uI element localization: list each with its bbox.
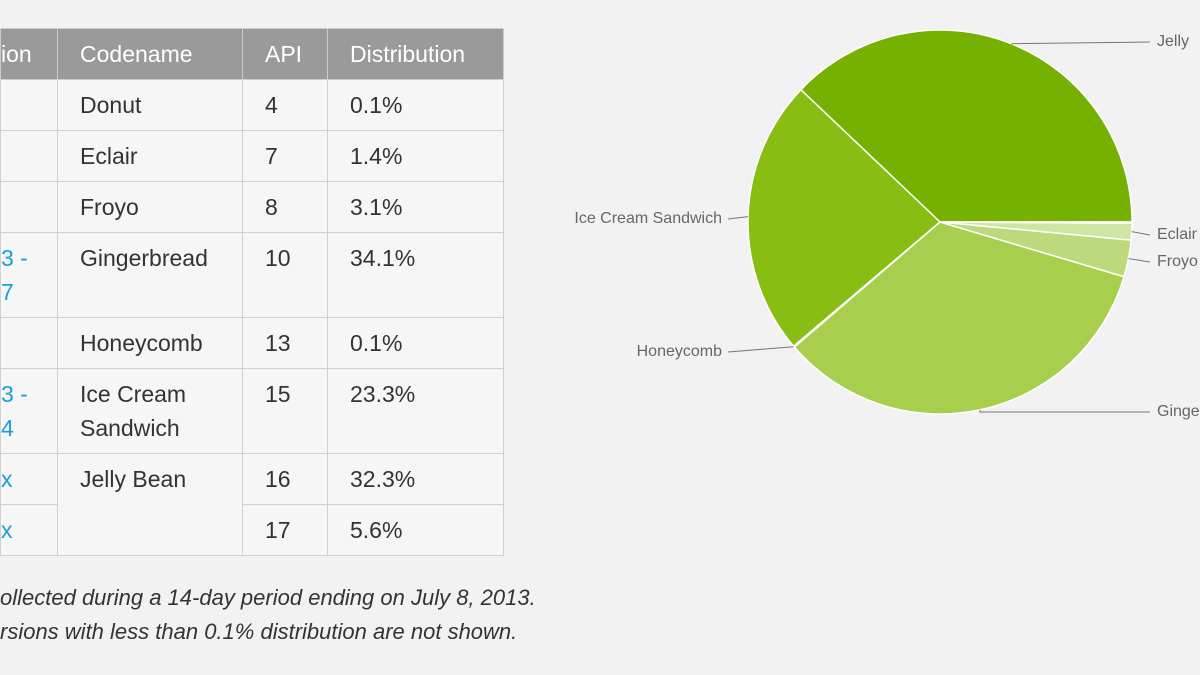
pie-slice: [747, 88, 942, 348]
table-row: 3 - 4 Ice Cream Sandwich 15 23.3%: [0, 368, 504, 454]
version-link[interactable]: x: [0, 504, 58, 556]
table-cell: 5.6%: [327, 504, 504, 556]
version-link[interactable]: 3 - 4: [0, 368, 58, 454]
slice-label: Honeycomb: [637, 343, 722, 360]
table-cell: 3.1%: [327, 181, 504, 233]
table-row: x Jelly Bean 16 32.3%: [0, 453, 504, 556]
leader-line: [1128, 258, 1151, 263]
footnote: ollected during a 14-day period ending o…: [0, 585, 536, 610]
table-row: Eclair 7 1.4%: [0, 130, 504, 182]
table-header: ion Codename API Distribution: [0, 28, 504, 80]
distribution-table: ion Codename API Distribution Donut 4 0.1% Ecl…: [0, 28, 504, 556]
table-row: 3 - 7 Gingerbread 10 34.1%: [0, 232, 504, 318]
slice-label: Eclair: [1157, 226, 1198, 243]
table-cell: 23.3%: [327, 368, 504, 454]
slice-label: Jelly: [1157, 33, 1189, 50]
footnote: rsions with less than 0.1% distribution …: [0, 619, 518, 644]
column-header: Codename: [57, 28, 243, 80]
leader-line: [727, 346, 795, 353]
table-cell: 16: [242, 453, 328, 505]
table-cell: Gingerbread: [57, 232, 243, 318]
table-cell: Eclair: [57, 130, 243, 182]
slice-label: Ice Cream Sandwich: [574, 210, 722, 227]
version-link[interactable]: 3 - 7: [0, 232, 58, 318]
table-cell: Honeycomb: [57, 317, 243, 369]
table-cell: 15: [242, 368, 328, 454]
table-cell: 32.3%: [327, 453, 504, 505]
version-link: [0, 130, 58, 182]
table-cell: Froyo: [57, 181, 243, 233]
table-row: x 17 5.6%: [0, 504, 504, 556]
column-header: Distribution: [327, 28, 504, 80]
table-row: Donut 4 0.1%: [0, 79, 504, 131]
slice-label: Ginge: [1157, 403, 1200, 420]
table-cell: 7: [242, 130, 328, 182]
table-cell: 0.1%: [327, 79, 504, 131]
table-cell: 17: [242, 504, 328, 556]
leader-line: [727, 216, 749, 220]
table-row: Honeycomb 13 0.1%: [0, 317, 504, 369]
table-cell: 0.1%: [327, 317, 504, 369]
table-cell: Donut: [57, 79, 243, 131]
table-cell: 13: [242, 317, 328, 369]
pie-slice: [939, 221, 1133, 224]
table-row: Froyo 8 3.1%: [0, 181, 504, 233]
leader-line: [1011, 41, 1151, 45]
table-cell: Jelly Bean: [57, 453, 243, 556]
version-link: [0, 317, 58, 369]
table-body: Donut 4 0.1% Eclair 7 1.4% Froyo 8 3.1% 3 - 7 Ging…: [0, 79, 504, 556]
table-cell: 34.1%: [327, 232, 504, 318]
column-header: ion: [0, 28, 58, 80]
slice-label: Froyo: [1157, 253, 1198, 270]
leader-line: [1131, 231, 1151, 236]
leader-line: [979, 409, 1150, 413]
table-cell: 8: [242, 181, 328, 233]
version-link[interactable]: x: [0, 453, 58, 505]
table-cell: 1.4%: [327, 130, 504, 182]
table-cell: 4: [242, 79, 328, 131]
table-cell: Ice Cream Sandwich: [57, 368, 243, 454]
